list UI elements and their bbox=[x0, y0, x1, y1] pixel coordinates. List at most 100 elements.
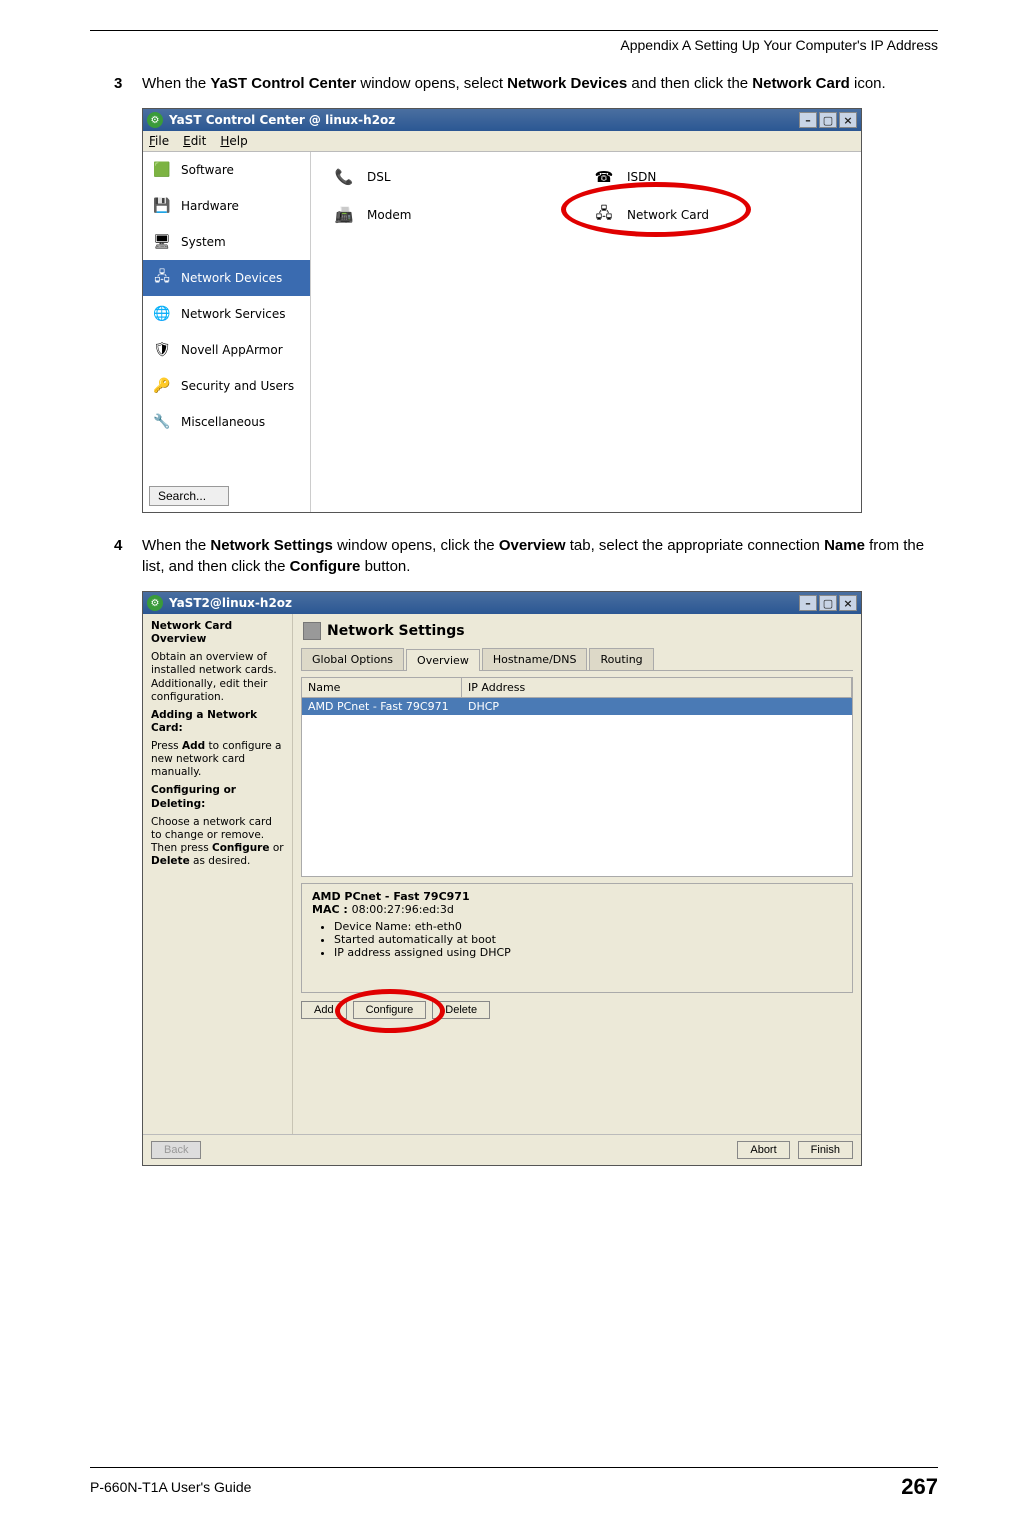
cell-name: AMD PCnet - Fast 79C971 bbox=[308, 700, 468, 713]
misc-icon: 🔧 bbox=[151, 411, 173, 433]
tabs: Global Options Overview Hostname/DNS Rou… bbox=[301, 648, 853, 671]
detail-list: Device Name: eth-eth0 Started automatica… bbox=[334, 920, 842, 959]
module-label: DSL bbox=[367, 170, 391, 184]
software-icon: 🟩 bbox=[151, 159, 173, 181]
sidebar-item-hardware[interactable]: 💾Hardware bbox=[143, 188, 310, 224]
titlebar[interactable]: ⚙ YaST Control Center @ linux-h2oz – ▢ × bbox=[143, 109, 861, 131]
help-text: Obtain an overview of installed network … bbox=[151, 651, 284, 704]
step-3: 3 When the YaST Control Center window op… bbox=[114, 73, 938, 94]
help-heading: Configuring or Deleting: bbox=[151, 784, 284, 810]
close-button[interactable]: × bbox=[839, 112, 857, 128]
sidebar-item-misc[interactable]: 🔧 Miscellaneous bbox=[143, 404, 310, 440]
detail-item: Device Name: eth-eth0 bbox=[334, 920, 842, 933]
sidebar-item-label: Network Services bbox=[181, 307, 286, 321]
sidebar-item-network-devices[interactable]: 🖧Network Devices bbox=[143, 260, 310, 296]
module-dsl[interactable]: 📞 DSL bbox=[325, 162, 525, 192]
text-bold: Configure bbox=[290, 558, 361, 575]
close-button[interactable]: × bbox=[839, 595, 857, 611]
add-button[interactable]: Add bbox=[301, 1001, 347, 1019]
module-label: Modem bbox=[367, 208, 411, 222]
titlebar[interactable]: ⚙ YaST2@linux-h2oz – ▢ × bbox=[143, 592, 861, 614]
app-icon: ⚙ bbox=[147, 112, 163, 128]
menubar: File Edit Help bbox=[143, 131, 861, 152]
tab-hostname-dns[interactable]: Hostname/DNS bbox=[482, 648, 588, 670]
step-3-text: When the YaST Control Center window open… bbox=[142, 73, 938, 94]
menu-help[interactable]: Help bbox=[220, 134, 247, 148]
step-4: 4 When the Network Settings window opens… bbox=[114, 535, 938, 577]
cell-ip: DHCP bbox=[468, 700, 499, 713]
sidebar-item-label: Miscellaneous bbox=[181, 415, 265, 429]
wizard-buttons: Back Abort Finish bbox=[143, 1134, 861, 1165]
sidebar-item-security[interactable]: 🔑Security and Users bbox=[143, 368, 310, 404]
maximize-button[interactable]: ▢ bbox=[819, 595, 837, 611]
network-settings-icon bbox=[303, 622, 321, 640]
system-icon: 🖥 bbox=[151, 231, 173, 253]
detail-name: AMD PCnet - Fast 79C971 bbox=[312, 890, 470, 903]
tab-routing[interactable]: Routing bbox=[589, 648, 653, 670]
column-ip[interactable]: IP Address bbox=[462, 678, 852, 697]
detail-item: IP address assigned using DHCP bbox=[334, 946, 842, 959]
list-row-selected[interactable]: AMD PCnet - Fast 79C971 DHCP bbox=[302, 698, 852, 715]
figure-network-settings: ⚙ YaST2@linux-h2oz – ▢ × Network Card Ov… bbox=[142, 591, 938, 1166]
sidebar-item-system[interactable]: 🖥 System bbox=[143, 224, 310, 260]
page-footer: P-660N-T1A User's Guide 267 bbox=[90, 1467, 938, 1500]
text-bold: YaST Control Center bbox=[210, 75, 356, 92]
tab-global-options[interactable]: Global Options bbox=[301, 648, 404, 670]
sidebar-item-network-services[interactable]: 🌐 Network Services bbox=[143, 296, 310, 332]
minimize-button[interactable]: – bbox=[799, 112, 817, 128]
apparmor-icon: 🛡 bbox=[151, 339, 173, 361]
dsl-icon: 📞 bbox=[331, 166, 357, 188]
app-icon: ⚙ bbox=[147, 595, 163, 611]
text-bold: Network Devices bbox=[507, 75, 627, 92]
abort-button[interactable]: Abort bbox=[737, 1141, 789, 1159]
isdn-icon: ☎ bbox=[591, 166, 617, 188]
detail-item: Started automatically at boot bbox=[334, 933, 842, 946]
card-list[interactable]: Name IP Address AMD PCnet - Fast 79C971 … bbox=[301, 677, 853, 877]
step-4-text: When the Network Settings window opens, … bbox=[142, 535, 938, 577]
sidebar-item-label: Security and Users bbox=[181, 379, 294, 393]
module-isdn[interactable]: ☎ ISDN bbox=[585, 162, 785, 192]
step-3-number: 3 bbox=[114, 73, 142, 94]
text-bold: Network Settings bbox=[210, 537, 333, 554]
configure-button[interactable]: Configure bbox=[353, 1001, 427, 1019]
modem-icon: 📠 bbox=[331, 204, 357, 226]
menu-edit[interactable]: Edit bbox=[183, 134, 206, 148]
tab-overview[interactable]: Overview bbox=[406, 649, 480, 671]
window-title: YaST Control Center @ linux-h2oz bbox=[169, 113, 395, 127]
help-heading: Adding a Network Card: bbox=[151, 709, 284, 735]
module-label: ISDN bbox=[627, 170, 656, 184]
text-bold: Network Card bbox=[752, 75, 850, 92]
sidebar-item-label: System bbox=[181, 235, 226, 249]
menu-file[interactable]: File bbox=[149, 134, 169, 148]
header-rule bbox=[90, 30, 938, 31]
module-network-card[interactable]: 🖧 Network Card bbox=[585, 200, 785, 230]
text: window opens, select bbox=[356, 75, 507, 92]
network-services-icon: 🌐 bbox=[151, 303, 173, 325]
panel-title-row: Network Settings bbox=[301, 620, 853, 648]
help-text: Press Add to configure a new network car… bbox=[151, 740, 284, 779]
finish-button[interactable]: Finish bbox=[798, 1141, 853, 1159]
network-card-icon: 🖧 bbox=[591, 204, 617, 226]
sidebar-item-label: Network Devices bbox=[181, 271, 282, 285]
footer-page-number: 267 bbox=[901, 1474, 938, 1500]
text: icon. bbox=[850, 75, 886, 92]
detail-panel: AMD PCnet - Fast 79C971 MAC : 08:00:27:9… bbox=[301, 883, 853, 993]
panel-title: Network Settings bbox=[327, 623, 465, 639]
window-yast2: ⚙ YaST2@linux-h2oz – ▢ × Network Card Ov… bbox=[142, 591, 862, 1166]
module-pane: 📞 DSL ☎ ISDN 📠 Modem 🖧 Network Card bbox=[311, 152, 861, 512]
footer-guide-name: P-660N-T1A User's Guide bbox=[90, 1479, 251, 1495]
column-name[interactable]: Name bbox=[302, 678, 462, 697]
module-label: Network Card bbox=[627, 208, 709, 222]
help-panel: Network Card Overview Obtain an overview… bbox=[143, 614, 293, 1134]
delete-button[interactable]: Delete bbox=[432, 1001, 490, 1019]
sidebar-item-software[interactable]: 🟩Software bbox=[143, 152, 310, 188]
text: and then click the bbox=[627, 75, 752, 92]
sidebar-item-label: Novell AppArmor bbox=[181, 343, 283, 357]
maximize-button[interactable]: ▢ bbox=[819, 112, 837, 128]
search-button[interactable]: Search... bbox=[149, 486, 229, 506]
module-modem[interactable]: 📠 Modem bbox=[325, 200, 525, 230]
list-header: Name IP Address bbox=[302, 678, 852, 698]
sidebar-item-apparmor[interactable]: 🛡 Novell AppArmor bbox=[143, 332, 310, 368]
footer-rule bbox=[90, 1467, 938, 1468]
minimize-button[interactable]: – bbox=[799, 595, 817, 611]
